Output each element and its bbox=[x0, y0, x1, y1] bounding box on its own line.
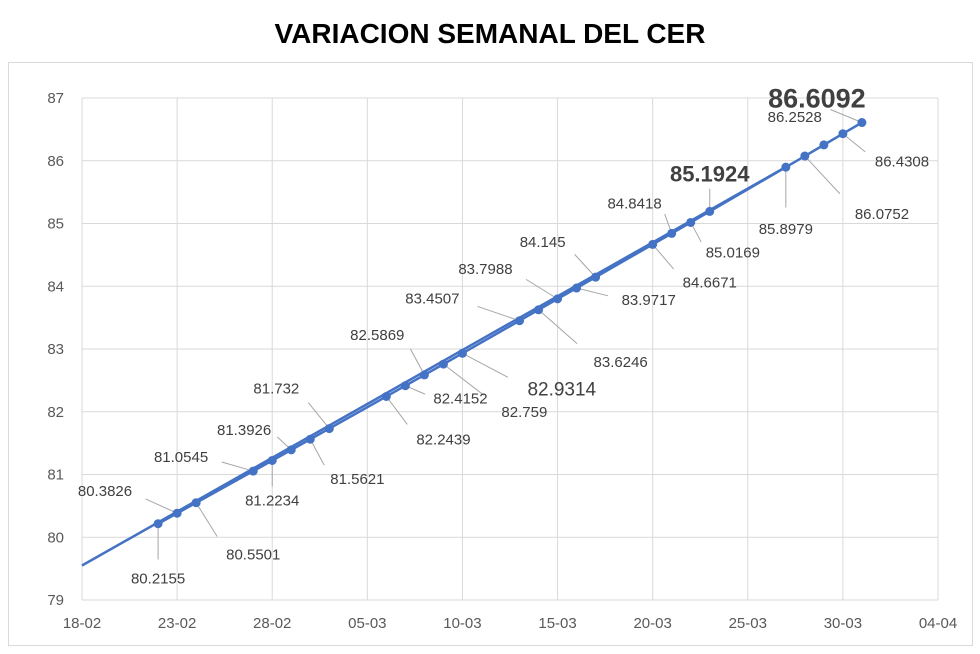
data-label-leader bbox=[574, 254, 596, 278]
data-label: 83.6246 bbox=[594, 354, 648, 371]
data-label: 84.145 bbox=[520, 234, 566, 251]
x-tick-label: 05-03 bbox=[348, 615, 386, 632]
data-label: 86.2528 bbox=[768, 109, 822, 126]
data-point bbox=[534, 305, 544, 315]
data-point bbox=[591, 272, 601, 282]
data-label-leader bbox=[443, 363, 485, 396]
data-point bbox=[781, 162, 791, 172]
data-point bbox=[686, 217, 696, 227]
data-label: 80.5501 bbox=[226, 547, 280, 564]
data-label: 86.0752 bbox=[855, 206, 909, 223]
data-label: 82.4152 bbox=[433, 391, 487, 408]
data-label: 81.2234 bbox=[245, 492, 299, 509]
data-point bbox=[248, 466, 258, 476]
x-tick-label: 18-02 bbox=[63, 615, 101, 632]
data-label-leader bbox=[576, 287, 609, 297]
data-label-leader bbox=[385, 396, 408, 425]
data-point bbox=[800, 151, 810, 161]
data-point bbox=[667, 228, 677, 238]
data-label-leader bbox=[477, 305, 520, 322]
data-point bbox=[172, 508, 182, 518]
x-tick-label: 23-02 bbox=[158, 615, 196, 632]
data-label-leader bbox=[652, 244, 675, 270]
data-label: 81.732 bbox=[253, 381, 299, 398]
data-label: 82.9314 bbox=[527, 379, 596, 400]
data-label-leader bbox=[525, 278, 558, 300]
data-point bbox=[191, 498, 201, 508]
data-label-leader bbox=[309, 438, 325, 466]
data-label: 83.9717 bbox=[622, 292, 676, 309]
series-extension-line bbox=[81, 165, 787, 567]
data-label: 81.5621 bbox=[330, 471, 384, 488]
data-point bbox=[553, 294, 563, 304]
data-point bbox=[381, 391, 391, 401]
data-point bbox=[705, 206, 715, 216]
data-point bbox=[857, 118, 867, 128]
data-label: 86.6092 bbox=[768, 84, 866, 114]
data-point bbox=[648, 239, 658, 249]
data-label-leader bbox=[462, 352, 509, 378]
data-label: 83.4507 bbox=[405, 291, 459, 308]
x-tick-label: 15-03 bbox=[538, 615, 576, 632]
y-tick-label: 85 bbox=[47, 216, 64, 233]
data-label: 80.2155 bbox=[131, 571, 185, 588]
chart-frame bbox=[8, 62, 973, 646]
x-tick-label: 10-03 bbox=[443, 615, 481, 632]
data-label-leader bbox=[307, 402, 330, 429]
y-tick-label: 82 bbox=[47, 404, 64, 421]
data-point bbox=[419, 370, 429, 380]
data-point bbox=[819, 140, 829, 150]
data-label-leader bbox=[842, 133, 866, 153]
data-point bbox=[572, 283, 582, 293]
y-tick-label: 80 bbox=[47, 529, 64, 546]
data-point bbox=[267, 455, 277, 465]
data-label-leader bbox=[538, 309, 578, 344]
data-label: 85.8979 bbox=[759, 221, 813, 238]
data-label-leader bbox=[221, 461, 254, 472]
data-label: 84.6671 bbox=[683, 274, 737, 291]
data-point bbox=[838, 129, 848, 139]
y-tick-label: 86 bbox=[47, 153, 64, 170]
data-point bbox=[305, 434, 315, 444]
chart-title: VARIACION SEMANAL DEL CER bbox=[274, 18, 706, 49]
data-point bbox=[324, 424, 334, 434]
data-point bbox=[286, 445, 296, 455]
data-label: 83.7988 bbox=[458, 261, 512, 278]
data-label: 85.0169 bbox=[706, 244, 760, 261]
data-label-leader bbox=[195, 502, 218, 537]
data-label-leader bbox=[409, 348, 425, 376]
data-label: 80.3826 bbox=[78, 483, 132, 500]
data-label: 84.8418 bbox=[607, 195, 661, 212]
data-label-leader bbox=[830, 109, 863, 123]
data-point bbox=[153, 519, 163, 529]
data-label: 81.3926 bbox=[217, 422, 271, 439]
data-label: 85.1924 bbox=[670, 161, 750, 186]
data-point bbox=[515, 316, 525, 326]
data-point bbox=[438, 359, 448, 369]
data-label-leader bbox=[145, 498, 178, 514]
data-label: 81.0545 bbox=[154, 449, 208, 466]
data-point bbox=[400, 381, 410, 391]
x-tick-label: 25-03 bbox=[729, 615, 767, 632]
x-tick-label: 04-04 bbox=[919, 615, 957, 632]
data-label: 82.5869 bbox=[350, 327, 404, 344]
y-tick-label: 79 bbox=[47, 592, 64, 609]
data-point bbox=[457, 348, 467, 358]
data-label: 82.2439 bbox=[416, 431, 470, 448]
y-tick-label: 83 bbox=[47, 341, 64, 358]
x-tick-label: 28-02 bbox=[253, 615, 291, 632]
data-label: 86.4308 bbox=[875, 154, 929, 171]
data-label: 82.759 bbox=[501, 404, 547, 421]
y-tick-label: 87 bbox=[47, 90, 64, 107]
x-tick-label: 20-03 bbox=[633, 615, 671, 632]
y-tick-label: 81 bbox=[47, 467, 64, 484]
y-tick-label: 84 bbox=[47, 278, 64, 295]
x-tick-label: 30-03 bbox=[824, 615, 862, 632]
data-label-leader bbox=[804, 155, 841, 195]
